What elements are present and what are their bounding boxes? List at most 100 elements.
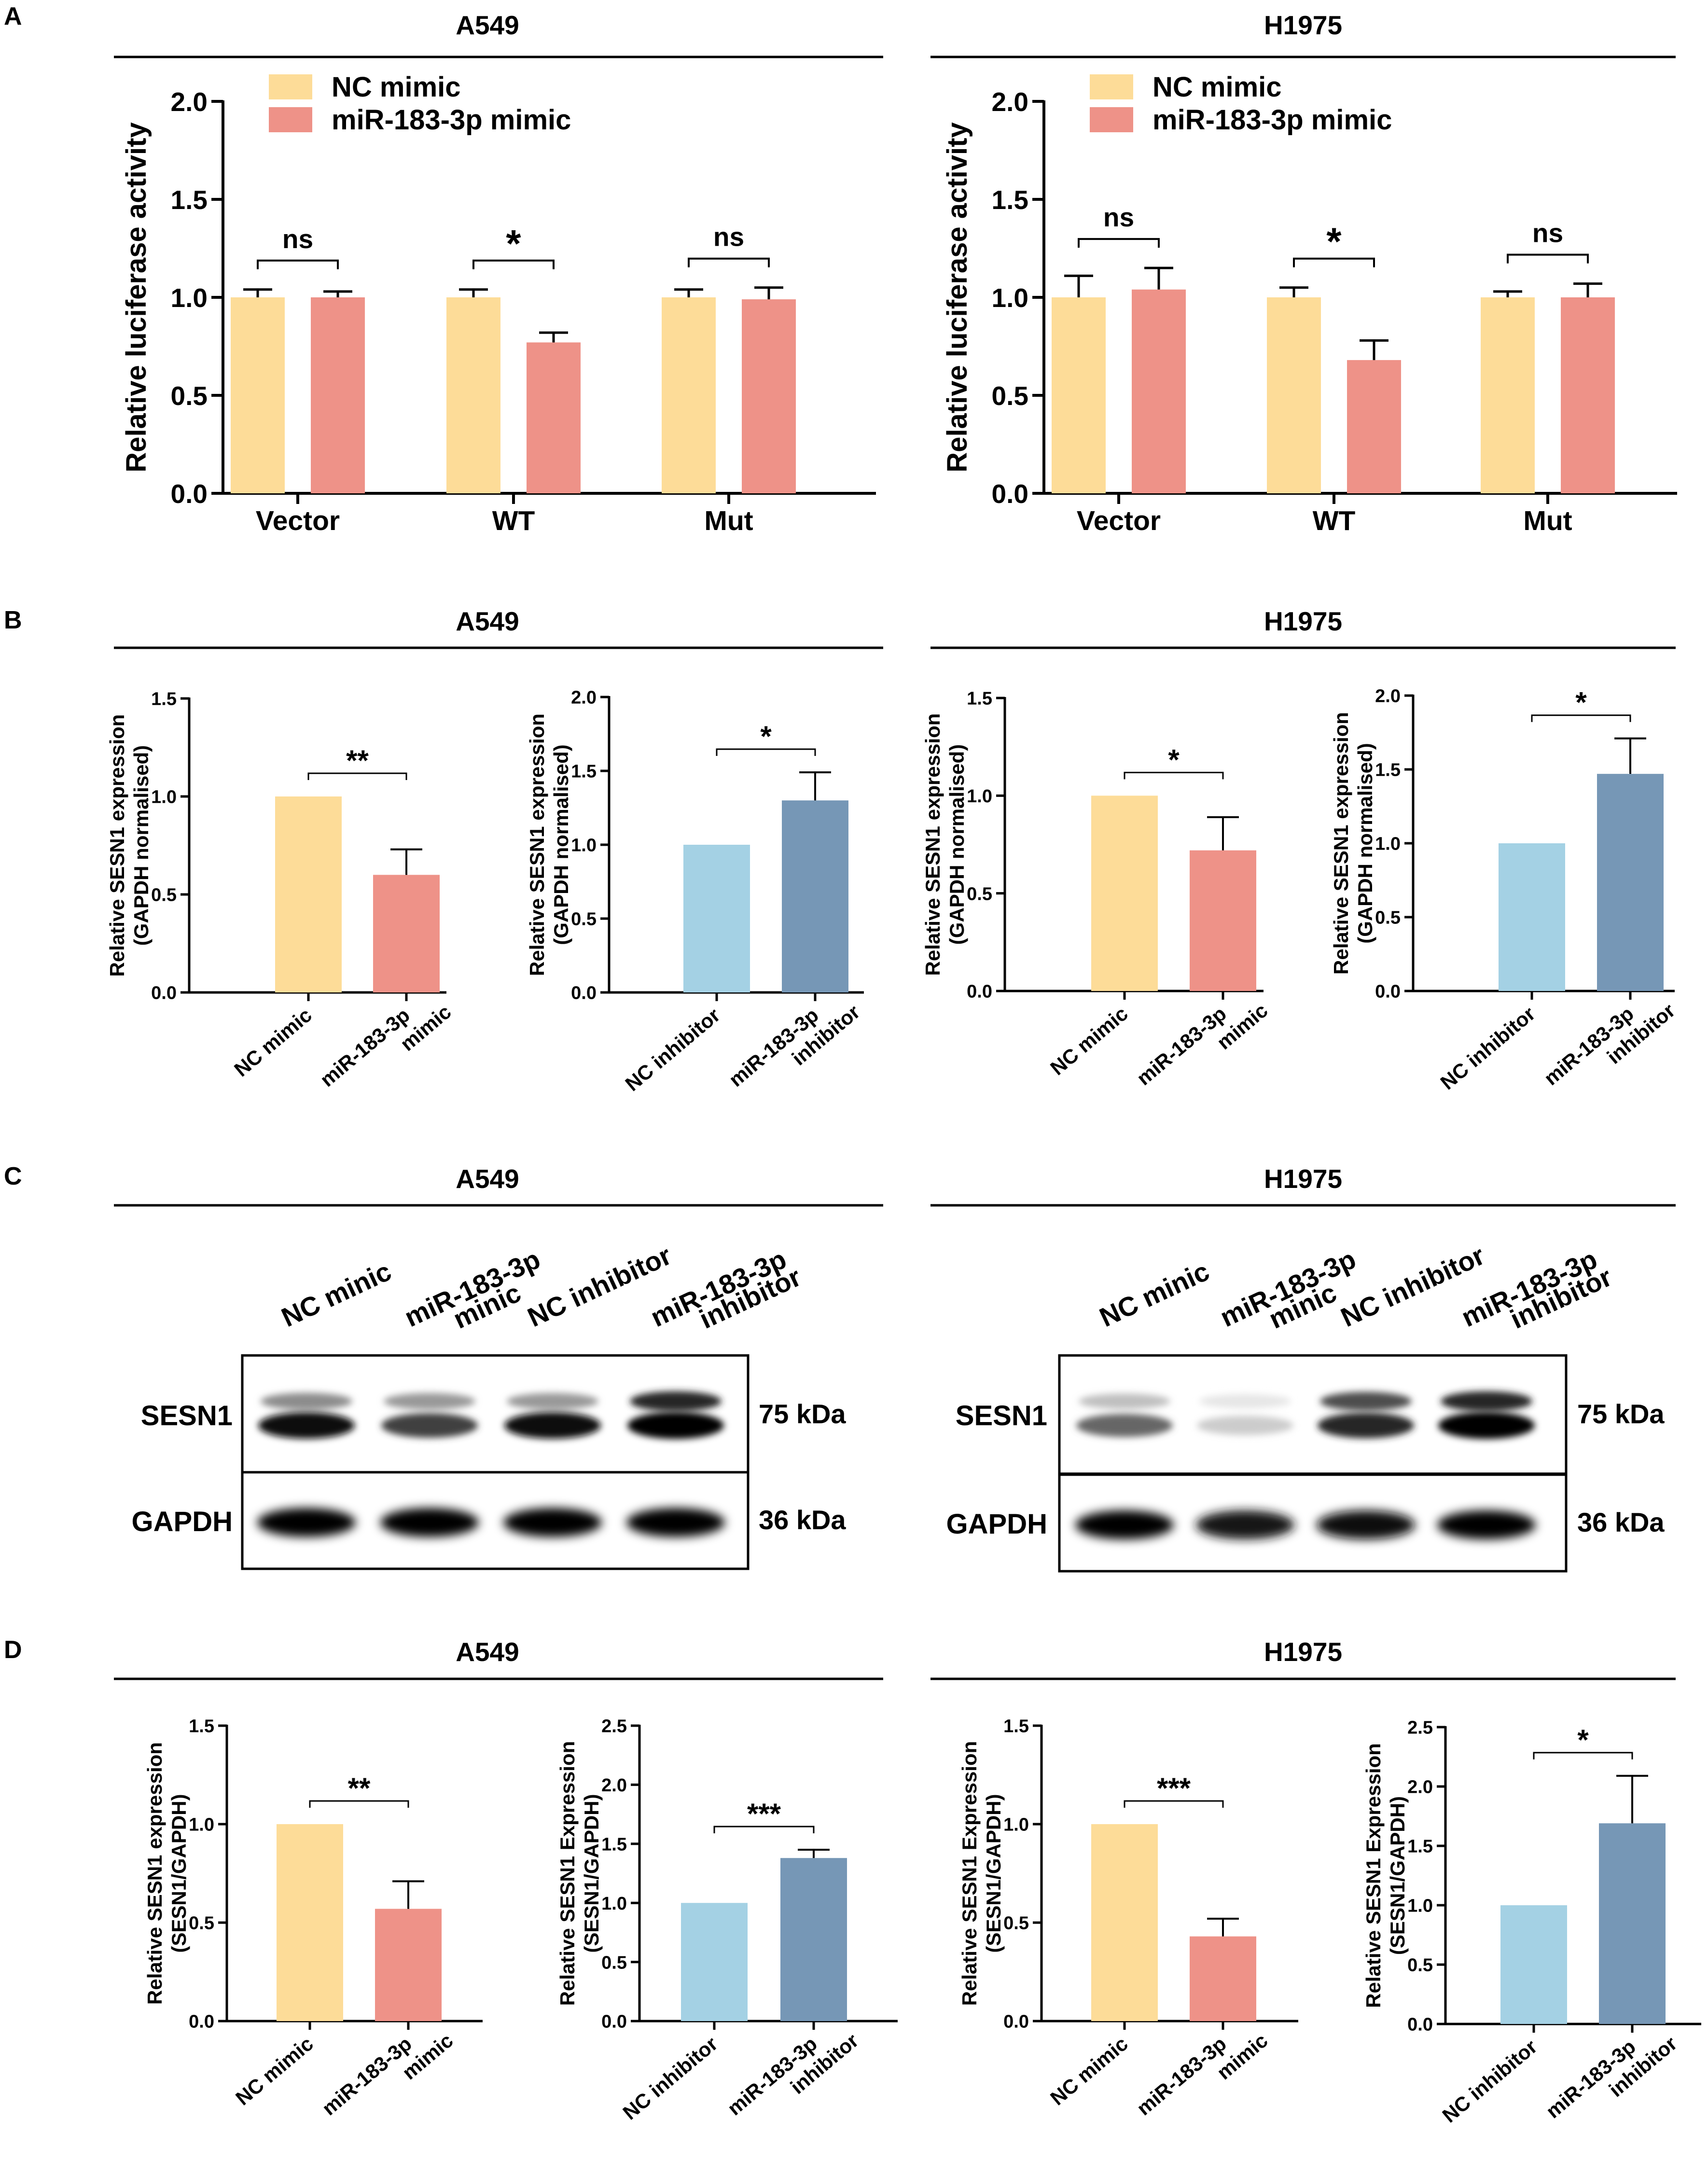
x-tick-label: NC mimic (230, 1004, 316, 1081)
chart-a-h1975: 0.0 0.5 1.0 1.5 2.0 Relative luciferase activ… (942, 71, 1677, 536)
y-tick-label: 0.5 (1407, 1955, 1433, 1976)
bar (373, 875, 440, 992)
blot-band (1437, 1510, 1536, 1539)
blot-protein-label: GAPDH (132, 1506, 233, 1537)
y-tick-label: 1.5 (171, 185, 208, 215)
y-axis-label: Relative luciferase activity (942, 122, 973, 472)
x-tick-label-line: miR-183-3p (316, 1004, 414, 1091)
y-tick-label: 1.5 (992, 185, 1028, 215)
blot-lane-label: NC minic (277, 1256, 396, 1333)
y-tick-label: 1.0 (189, 1815, 214, 1835)
bar (780, 1858, 847, 2021)
legend-swatch (269, 107, 312, 132)
x-tick-label: NC mimic (231, 2032, 318, 2110)
y-tick-label: 2.0 (171, 87, 208, 117)
panel-letter-b: B (4, 606, 22, 634)
y-tick-label: 1.5 (601, 1834, 627, 1855)
panel-letter-d: D (4, 1636, 22, 1664)
significance-bracket (472, 259, 555, 269)
bar (231, 297, 285, 493)
legend-swatch (1090, 107, 1133, 132)
y-tick-label: 0.0 (1375, 982, 1401, 1002)
x-tick-label-line: NC inhibitor (1438, 2035, 1541, 2127)
y-tick-label: 0.5 (1003, 1913, 1029, 1934)
y-axis-label-line: (GAPDH normalised) (550, 744, 572, 945)
panel-d-title-h1975: H1975 (1264, 1637, 1343, 1667)
y-tick-label: 2.0 (571, 688, 597, 708)
y-tick-label: 1.5 (1407, 1837, 1433, 1857)
blot-lane-label: NC minic (1095, 1256, 1214, 1333)
significance-label: ns (282, 224, 313, 254)
y-tick-label: 0.5 (571, 909, 597, 930)
bar (1267, 297, 1321, 493)
section-dividers (114, 56, 1676, 1680)
blot-band (261, 1393, 352, 1410)
significance-label: * (760, 720, 772, 753)
y-tick-label: 1.0 (601, 1894, 627, 1914)
x-tick-label: miR-183-3pinhibitor (724, 982, 864, 1110)
y-tick-label: 2.5 (601, 1716, 627, 1737)
chart-d-h1975-mimic: 0.0 0.5 1.0 1.5 Relative SESN1 Expression(SE… (958, 1716, 1298, 2120)
x-tick-label: NC inhibitor (621, 1004, 724, 1095)
y-tick-label: 0.0 (171, 479, 208, 509)
blot-band (1196, 1510, 1294, 1539)
significance-label: ns (1103, 202, 1134, 232)
y-tick-label: 1.0 (171, 283, 208, 313)
x-tick-label: Vector (256, 505, 340, 536)
x-tick-label: WT (492, 505, 535, 536)
blot-lane-label: miR-183-3pminic (1215, 1243, 1370, 1353)
legend-label: NC mimic (1153, 71, 1282, 103)
blot-band (503, 1508, 602, 1537)
blot-band (257, 1508, 356, 1537)
significance-label: * (1326, 220, 1342, 263)
y-axis-label: Relative SESN1 expression(GAPDH normalis… (1330, 712, 1376, 975)
y-axis-label-line: (SESN1/GAPDH) (580, 1794, 603, 1953)
significance-label: * (1168, 743, 1180, 776)
panel-d-title-a549: A549 (456, 1637, 519, 1667)
blot-lane-label-line: NC minic (277, 1256, 396, 1333)
y-tick-label: 1.0 (992, 283, 1028, 313)
x-tick-label-line: NC mimic (230, 1004, 316, 1081)
blot-band (258, 1412, 355, 1439)
blot-band (1441, 1391, 1532, 1411)
y-tick-label: 1.5 (571, 762, 597, 782)
y-axis-label: Relative SESN1 expression(SESN1/GAPDH) (143, 1742, 190, 2005)
significance-bracket (307, 772, 407, 780)
y-tick-label: 1.5 (189, 1716, 214, 1737)
y-axis-label-line: (GAPDH normalised) (1354, 743, 1376, 943)
panel-c-title-h1975: H1975 (1264, 1164, 1343, 1194)
y-axis-label-line: Relative SESN1 Expression (1362, 1743, 1385, 2008)
y-tick-label: 0.5 (1375, 908, 1401, 928)
significance-bracket (309, 1800, 409, 1808)
panel-b-title-h1975: H1975 (1264, 606, 1343, 636)
blot-band (627, 1412, 724, 1439)
blot-band (630, 1391, 722, 1411)
panel-a-title-a549: A549 (456, 10, 519, 40)
significance-bracket (1533, 1752, 1633, 1759)
bar (1132, 289, 1186, 493)
blot-band (1076, 1414, 1173, 1437)
bar (662, 297, 716, 493)
chart-d-a549-inhibitor: 0.0 0.5 1.0 1.5 2.0 2.5 Relative SESN1 Express… (556, 1716, 898, 2124)
significance-label: ns (1532, 218, 1563, 248)
bar (1599, 1823, 1666, 2024)
x-tick-label: miR-183-3pinhibitor (1540, 980, 1679, 1108)
x-tick-label: miR-183-3pmimic (1132, 980, 1272, 1108)
x-tick-label: miR-183-3pmimic (316, 982, 455, 1110)
y-tick-label: 2.0 (1407, 1777, 1433, 1798)
y-axis-label-line: (SESN1/GAPDH) (167, 1794, 190, 1953)
y-axis-label: Relative SESN1 expression(GAPDH normalis… (921, 713, 968, 976)
blot-band (380, 1508, 479, 1537)
y-axis-label-line: Relative SESN1 expression (106, 714, 128, 977)
y-axis-label-line: (SESN1/GAPDH) (982, 1794, 1005, 1953)
y-tick-label: 0.5 (601, 1953, 627, 1973)
y-tick-label: 1.0 (1003, 1815, 1029, 1835)
x-tick-label-line: miR-183-3p (1132, 2032, 1231, 2120)
chart-b-h1975-mimic: 0.0 0.5 1.0 1.5 Relative SESN1 expression(GA… (921, 689, 1272, 1108)
bar (446, 297, 500, 493)
significance-label: ** (348, 1772, 371, 1804)
y-tick-label: 0.5 (189, 1913, 214, 1934)
bar (1499, 843, 1565, 991)
y-axis-label: Relative SESN1 Expression(SESN1/GAPDH) (1362, 1743, 1409, 2008)
